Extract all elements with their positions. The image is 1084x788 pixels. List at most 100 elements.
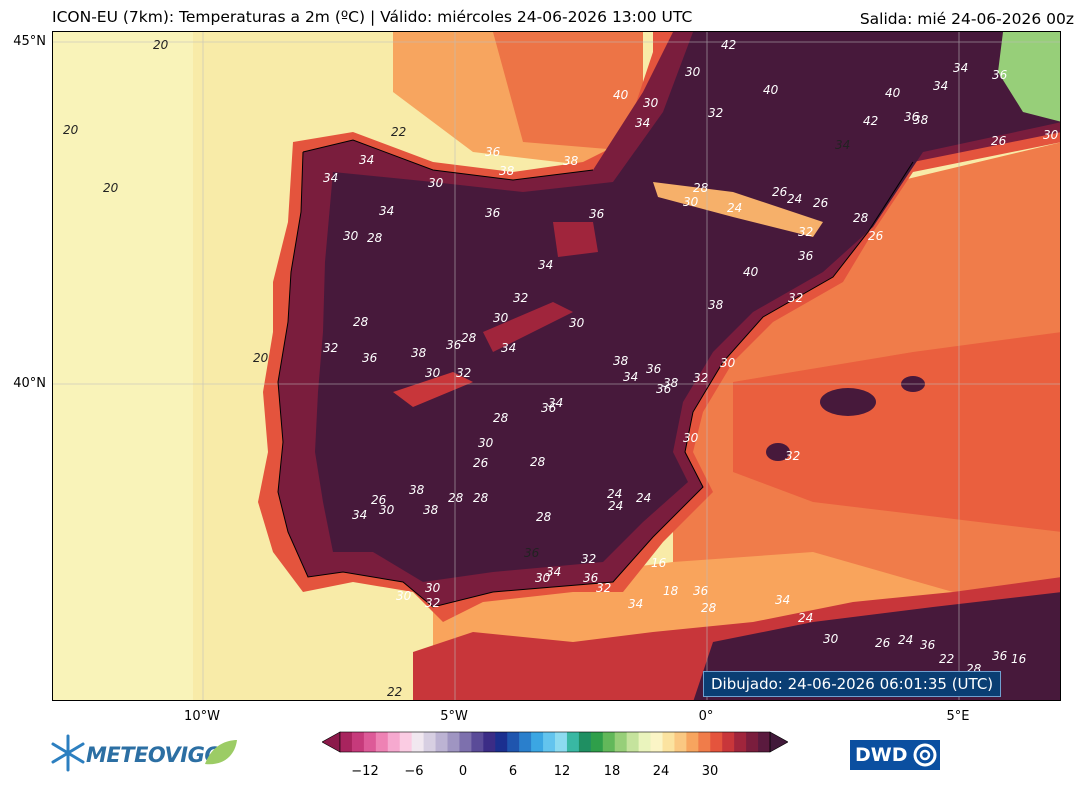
contour-label: 24 <box>607 487 622 501</box>
contour-label: 30 <box>396 589 412 603</box>
contour-label: 42 <box>721 38 736 52</box>
contour-label: 34 <box>635 116 650 130</box>
contour-label: 36 <box>583 571 599 585</box>
contour-label: 30 <box>823 632 839 646</box>
colorbar-swatch <box>710 732 723 752</box>
contour-label: 40 <box>885 86 901 100</box>
contour-label: 30 <box>683 195 699 209</box>
colorbar-swatch <box>435 732 448 752</box>
contour-label: 28 <box>473 491 489 505</box>
contour-label: 30 <box>643 96 659 110</box>
contour-label: 36 <box>541 401 557 415</box>
contour-label: 40 <box>763 83 779 97</box>
colorbar-swatch <box>363 732 377 752</box>
contour-label: 34 <box>953 61 968 75</box>
contour-label: 36 <box>798 249 814 263</box>
contour-label: 30 <box>379 503 395 517</box>
contour-label: 24 <box>898 633 913 647</box>
contour-label: 28 <box>493 411 509 425</box>
colorbar-tick-label: 18 <box>603 764 621 779</box>
contour-label: 32 <box>785 449 800 463</box>
contour-label: 40 <box>743 265 759 279</box>
contour-label: 34 <box>623 370 638 384</box>
colorbar-swatch <box>626 732 640 752</box>
contour-label: 30 <box>425 366 441 380</box>
colorbar-tick-label: 30 <box>701 764 719 779</box>
contour-label: 28 <box>353 315 369 329</box>
colorbar-swatch <box>602 732 616 752</box>
leaf-icon <box>205 740 237 765</box>
contour-label: 36 <box>485 145 501 159</box>
lat-label-40n: 40°N <box>13 376 46 391</box>
colorbar-swatch <box>746 732 759 752</box>
colorbar-swatch <box>555 732 568 752</box>
colorbar-swatch <box>483 732 496 752</box>
colorbar-swatch <box>686 732 699 752</box>
contour-label: 36 <box>485 206 501 220</box>
contour-label: 20 <box>253 351 269 365</box>
contour-label: 38 <box>913 113 929 127</box>
contour-label: 36 <box>920 638 936 652</box>
contour-label: 38 <box>499 164 515 178</box>
colorbar-swatch <box>698 732 711 752</box>
contour-label: 22 <box>387 685 402 699</box>
contour-label: 36 <box>589 207 605 221</box>
coastline <box>277 139 914 608</box>
contour-label: 16 <box>1011 652 1027 666</box>
graticule <box>53 32 1060 700</box>
contour-label: 30 <box>569 316 585 330</box>
far-atlantic <box>53 32 193 700</box>
iberico-streak <box>553 222 598 257</box>
colorbar-swatch <box>375 732 389 752</box>
gredos-streak <box>393 372 473 407</box>
colorbar-swatch <box>471 732 484 752</box>
colorbar-swatch <box>734 732 747 752</box>
contour-label: 30 <box>493 311 509 325</box>
run-time: Salida: mié 24-06-2026 00z <box>859 10 1074 28</box>
contour-label: 36 <box>992 649 1008 663</box>
contour-label: 38 <box>708 298 724 312</box>
contour-label: 28 <box>693 181 709 195</box>
contour-label: 32 <box>693 371 708 385</box>
contour-label: 30 <box>343 229 359 243</box>
alps-cool <box>998 32 1060 122</box>
contour-label: 34 <box>775 593 790 607</box>
colorbar-swatch <box>351 732 365 752</box>
contour-label: 42 <box>863 114 878 128</box>
contour-label: 26 <box>868 229 884 243</box>
contour-label: 36 <box>446 338 462 352</box>
iberia-core <box>315 32 1060 582</box>
map-title: ICON-EU (7km): Temperaturas a 2m (ºC) | … <box>52 8 693 26</box>
contour-label: 28 <box>448 491 464 505</box>
contour-label: 40 <box>613 88 629 102</box>
colorbar-swatch <box>459 732 472 752</box>
snowflake-icon <box>51 734 85 772</box>
balearic-sea <box>733 332 1060 532</box>
colorbar-swatch <box>614 732 628 752</box>
colorbar-swatch <box>519 732 532 752</box>
colorbar-swatch <box>638 732 652 752</box>
dwd-logo: DWD <box>850 740 940 770</box>
contour-label: 36 <box>524 546 540 560</box>
contour-label: 28 <box>367 231 383 245</box>
contour-label: 26 <box>875 636 891 650</box>
contour-label: 32 <box>788 291 803 305</box>
colorbar-swatch <box>662 732 675 752</box>
contour-label: 32 <box>425 596 440 610</box>
contour-label: 30 <box>683 431 699 445</box>
contour-label: 32 <box>456 366 471 380</box>
contour-label: 28 <box>536 510 552 524</box>
contour-label: 32 <box>581 552 596 566</box>
sistema-central <box>483 302 573 352</box>
colorbar <box>321 731 789 753</box>
lon-label-5w: 5°W <box>440 709 468 724</box>
contour-label: 36 <box>362 351 378 365</box>
contour-label: 34 <box>933 79 948 93</box>
contour-label: 34 <box>548 396 563 410</box>
contour-label: 34 <box>538 258 553 272</box>
meteovigo-text: METEOVIGO <box>86 743 222 767</box>
colorbar-swatch <box>650 732 663 752</box>
contour-label: 30 <box>428 176 444 190</box>
